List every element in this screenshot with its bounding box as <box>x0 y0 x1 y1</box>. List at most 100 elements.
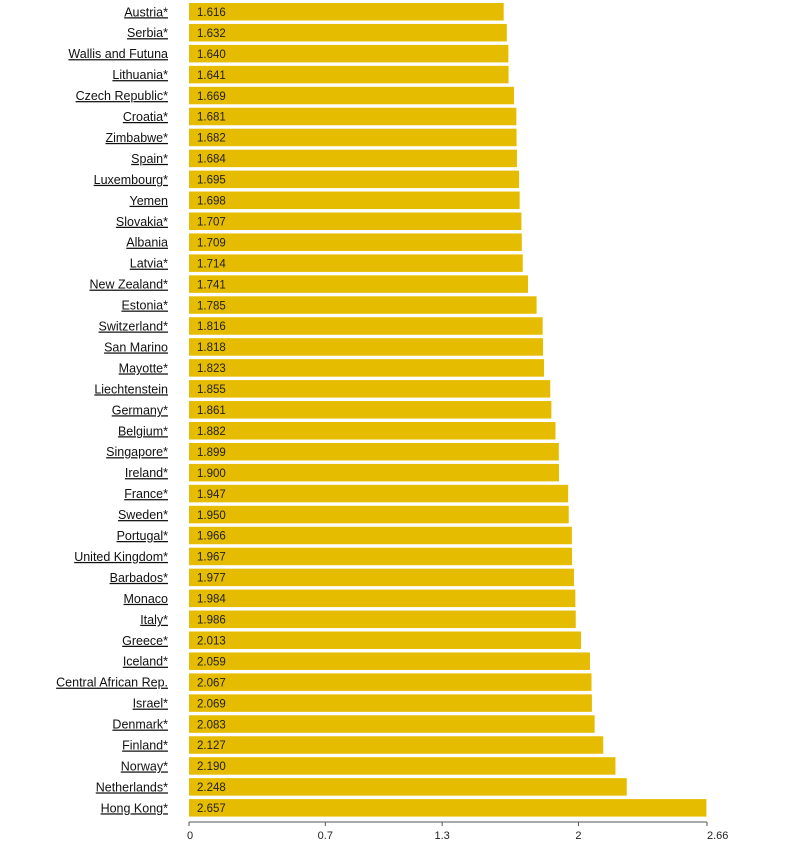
bar[interactable] <box>189 254 523 272</box>
bar[interactable] <box>189 505 569 524</box>
bar[interactable] <box>189 799 707 817</box>
category-label[interactable]: New Zealand* <box>89 278 168 292</box>
category-label[interactable]: San Marino <box>104 340 168 354</box>
value-label: 2.190 <box>197 761 226 773</box>
value-label: 1.984 <box>197 594 226 606</box>
bar[interactable] <box>189 44 509 63</box>
category-label[interactable]: Lithuania* <box>112 68 168 82</box>
category-label[interactable]: United Kingdom* <box>74 550 168 564</box>
bar[interactable] <box>189 610 576 629</box>
category-label[interactable]: Denmark* <box>112 718 168 732</box>
category-label[interactable]: Norway* <box>121 759 168 773</box>
category-label[interactable]: Yemen <box>130 194 169 208</box>
x-tick-label: 2 <box>575 830 581 842</box>
value-label: 1.900 <box>197 468 226 480</box>
bar[interactable] <box>189 526 572 545</box>
category-label[interactable]: Greece* <box>122 634 168 648</box>
bar[interactable] <box>189 463 559 482</box>
bar[interactable] <box>189 191 520 210</box>
bar[interactable] <box>189 380 551 398</box>
value-label: 1.855 <box>197 384 226 396</box>
bar[interactable] <box>189 757 616 775</box>
value-label: 1.682 <box>197 133 226 145</box>
bar[interactable] <box>189 65 509 84</box>
bar[interactable] <box>189 568 574 587</box>
category-label[interactable]: Central African Rep. <box>56 676 168 690</box>
bar[interactable] <box>189 547 573 566</box>
category-label[interactable]: Monaco <box>124 592 169 606</box>
category-label[interactable]: Croatia* <box>123 110 168 124</box>
category-label[interactable]: Luxembourg* <box>94 173 168 187</box>
category-label[interactable]: Singapore* <box>106 445 168 459</box>
category-label[interactable]: France* <box>124 487 168 501</box>
value-label: 1.741 <box>197 279 226 291</box>
category-label[interactable]: Liechtenstein <box>94 382 168 396</box>
category-label[interactable]: Belgium* <box>118 424 168 438</box>
bar[interactable] <box>189 338 544 356</box>
value-label: 2.013 <box>197 635 226 647</box>
bar[interactable] <box>189 170 520 189</box>
bar[interactable] <box>189 484 569 503</box>
x-tick-label: 2.66 <box>707 830 728 842</box>
bar[interactable] <box>189 149 517 168</box>
category-label[interactable]: Barbados* <box>110 571 169 585</box>
category-label[interactable]: Mayotte* <box>119 361 168 375</box>
value-label: 1.861 <box>197 405 226 417</box>
x-tick-label: 0.7 <box>318 830 333 842</box>
category-label[interactable]: Slovakia* <box>116 215 168 229</box>
bar[interactable] <box>189 694 592 712</box>
category-label[interactable]: Italy* <box>140 613 168 627</box>
value-label: 2.069 <box>197 698 226 710</box>
category-label[interactable]: Switzerland* <box>99 320 169 334</box>
bar[interactable] <box>189 86 515 105</box>
value-label: 1.641 <box>197 70 226 82</box>
bar[interactable] <box>189 736 604 754</box>
category-label[interactable]: Sweden* <box>118 508 168 522</box>
bar[interactable] <box>189 233 522 251</box>
bar[interactable] <box>189 107 517 126</box>
value-label: 1.950 <box>197 510 226 522</box>
value-label: 1.977 <box>197 573 226 585</box>
category-label[interactable]: Portugal* <box>117 529 169 543</box>
category-label[interactable]: Austria* <box>124 5 168 19</box>
category-label[interactable]: Estonia* <box>121 299 168 313</box>
category-label[interactable]: Israel* <box>133 697 169 711</box>
category-label[interactable]: Zimbabwe* <box>105 131 168 145</box>
category-label[interactable]: Czech Republic* <box>76 89 169 103</box>
bar[interactable] <box>189 589 576 608</box>
bar[interactable] <box>189 652 590 670</box>
bar[interactable] <box>189 401 552 419</box>
bar[interactable] <box>189 715 595 733</box>
value-label: 1.882 <box>197 426 226 438</box>
bar[interactable] <box>189 359 545 377</box>
bar[interactable] <box>189 296 537 314</box>
category-labels-group: Austria* Serbia* Wallis and Futuna Lithuani… <box>56 5 168 815</box>
value-label: 2.059 <box>197 656 226 668</box>
category-label[interactable]: Serbia* <box>127 26 168 40</box>
bar[interactable] <box>189 631 582 650</box>
category-label[interactable]: Albania <box>126 236 168 250</box>
category-label[interactable]: Ireland* <box>125 466 168 480</box>
category-label[interactable]: Hong Kong* <box>101 801 169 815</box>
value-label: 2.127 <box>197 740 226 752</box>
bar[interactable] <box>189 23 507 42</box>
bar[interactable] <box>189 422 556 440</box>
category-label[interactable]: Finland* <box>122 739 168 753</box>
bar[interactable] <box>189 442 559 461</box>
category-label[interactable]: Iceland* <box>123 655 168 669</box>
bar[interactable] <box>189 212 522 231</box>
category-label[interactable]: Germany* <box>112 403 168 417</box>
value-label: 2.248 <box>197 782 226 794</box>
bar[interactable] <box>189 317 543 335</box>
category-label[interactable]: Latvia* <box>130 257 168 271</box>
bar[interactable] <box>189 3 504 21</box>
bar[interactable] <box>189 778 627 796</box>
bar[interactable] <box>189 128 517 147</box>
bar[interactable] <box>189 673 592 691</box>
category-label[interactable]: Spain* <box>131 152 168 166</box>
value-label: 1.669 <box>197 91 226 103</box>
category-label[interactable]: Netherlands* <box>96 780 168 794</box>
category-label[interactable]: Wallis and Futuna <box>68 47 168 61</box>
bar[interactable] <box>189 275 529 293</box>
value-label: 1.684 <box>197 154 226 166</box>
